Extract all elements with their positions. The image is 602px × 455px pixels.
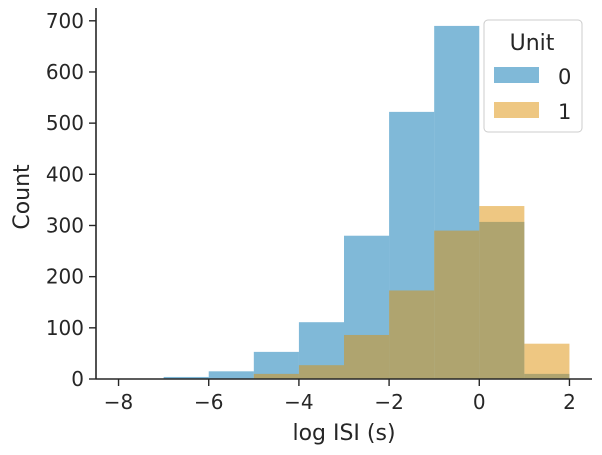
x-tick-label: −8 xyxy=(104,390,133,414)
bar-unit1-bin8 xyxy=(479,206,525,379)
bars-layer xyxy=(118,25,570,379)
legend-swatch-1 xyxy=(494,102,539,118)
axes-layer: −8 −6 −4 −2 0 2 0 100 200 300 400 500 600 700 xyxy=(46,8,592,414)
y-tick-label: 500 xyxy=(46,111,84,135)
bar-unit0-bin2 xyxy=(208,371,254,379)
y-axis-label: Count xyxy=(10,164,35,230)
y-tick-label: 0 xyxy=(71,367,84,391)
x-tick-label: 0 xyxy=(473,390,486,414)
x-tick-label: −4 xyxy=(284,390,313,414)
x-tick-label: −6 xyxy=(194,390,223,414)
bar-unit1-bin5 xyxy=(344,334,390,379)
bar-unit1-bin7 xyxy=(434,230,480,379)
bar-unit1-bin9 xyxy=(524,343,570,379)
bar-unit1-bin4 xyxy=(298,365,344,379)
legend: Unit 0 1 xyxy=(483,19,583,133)
y-tick-label: 700 xyxy=(46,9,84,33)
x-axis-label: log ISI (s) xyxy=(292,421,395,446)
y-tick-label: 300 xyxy=(46,213,84,237)
y-tick-label: 400 xyxy=(46,162,84,186)
y-tick-label: 100 xyxy=(46,316,84,340)
bar-unit1-bin3 xyxy=(253,373,299,379)
legend-label-0: 0 xyxy=(558,65,571,89)
y-tick-label: 200 xyxy=(46,265,84,289)
bar-unit1-bin6 xyxy=(389,290,435,379)
x-tick-label: −2 xyxy=(374,390,403,414)
legend-title: Unit xyxy=(510,31,555,56)
legend-label-1: 1 xyxy=(558,100,571,124)
legend-swatch-0 xyxy=(494,67,539,83)
y-tick-label: 600 xyxy=(46,60,84,84)
x-tick-label: 2 xyxy=(563,390,576,414)
bar-unit0-bin1 xyxy=(163,376,209,379)
